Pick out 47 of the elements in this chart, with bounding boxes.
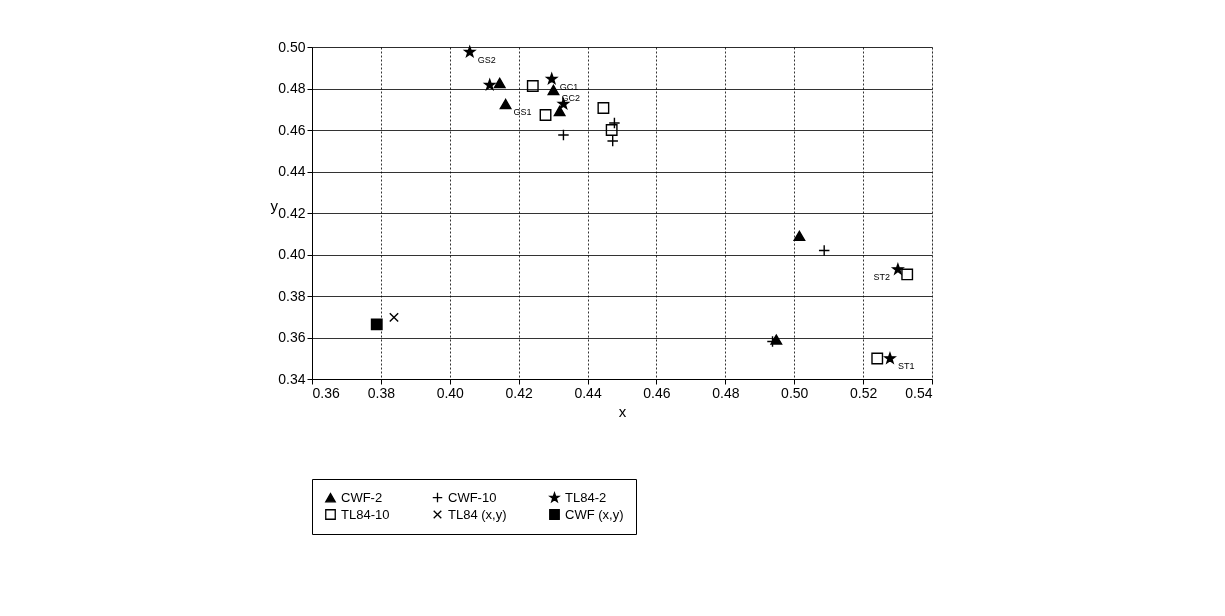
x-tick-label: 0.48	[712, 384, 740, 401]
point	[871, 352, 884, 365]
point	[793, 230, 806, 242]
y-tick-label: 0.40	[278, 246, 306, 262]
x-tick-label: 0.50	[781, 384, 809, 401]
point	[547, 84, 560, 96]
point	[539, 109, 552, 121]
point	[605, 124, 618, 136]
point	[892, 263, 904, 275]
x-tick-label: 0.54	[905, 384, 933, 401]
y-tick-label: 0.42	[278, 204, 306, 221]
point	[553, 105, 566, 117]
x-tick-label: 0.46	[643, 384, 671, 401]
point	[901, 268, 914, 281]
legend-label: TL84-10	[341, 506, 390, 522]
y-tick-label: 0.38	[278, 287, 306, 304]
legend-label: CWF (x,y)	[565, 506, 624, 522]
legend-label: CWF-2	[341, 489, 383, 505]
annotation: GS1	[513, 107, 532, 118]
x-axis-title: x	[618, 402, 627, 420]
legend-label: CWF-10	[448, 489, 497, 505]
point	[499, 98, 512, 110]
x-tick-label: 0.52	[849, 384, 878, 401]
x-tick-label: 0.38	[367, 384, 396, 401]
point	[884, 352, 896, 364]
x-tick-label: 0.40	[436, 384, 465, 401]
y-axis-title: y	[270, 196, 279, 214]
point	[370, 318, 383, 331]
y-tick-label: 0.44	[278, 163, 306, 179]
y-tick-label: 0.50	[278, 38, 306, 55]
y-tick-label: 0.36	[278, 329, 306, 345]
y-tick-label: 0.34	[278, 370, 306, 387]
x-tick-label: 0.42	[505, 384, 533, 401]
point	[597, 102, 610, 114]
annotation: GS2	[477, 54, 496, 65]
annotation: ST2	[873, 272, 890, 283]
annotation: GC2	[561, 92, 580, 103]
legend-label: TL84-2	[565, 489, 607, 505]
x-tick-label: 0.44	[574, 384, 602, 401]
point	[526, 80, 539, 92]
x-tick-label: 0.36	[312, 384, 340, 401]
y-tick-label: 0.48	[278, 80, 306, 96]
point	[493, 77, 506, 89]
point	[389, 312, 399, 323]
legend-label: TL84 (x,y)	[448, 506, 507, 522]
y-tick-label: 0.46	[278, 121, 306, 138]
annotation: ST1	[897, 361, 915, 372]
